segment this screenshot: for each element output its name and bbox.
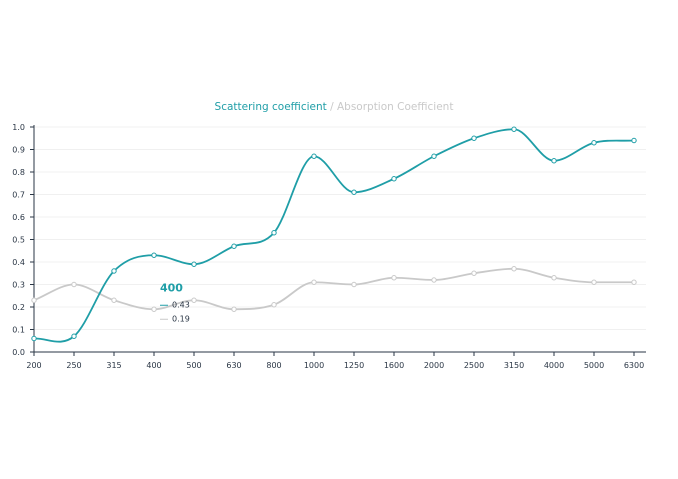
x-tick-label: 1600 <box>384 361 404 370</box>
y-tick-label: 0.9 <box>12 146 25 155</box>
x-tick-label: 630 <box>226 361 241 370</box>
legend-item-scattering[interactable]: Scattering coefficient <box>214 101 327 113</box>
data-point-scattering <box>591 140 597 146</box>
data-point-absorption <box>631 279 637 285</box>
data-point-scattering <box>631 137 637 144</box>
data-point-absorption <box>191 297 197 303</box>
data-points <box>31 126 637 342</box>
data-point-absorption <box>71 281 77 288</box>
data-point-scattering <box>111 268 117 274</box>
data-point-scattering <box>151 252 157 258</box>
grid-lines <box>34 126 646 330</box>
tooltip-value-scattering: 0.43 <box>172 300 190 309</box>
data-point-scattering <box>511 126 517 132</box>
data-point-absorption <box>391 275 397 281</box>
y-tick-label: 0.3 <box>12 281 25 290</box>
y-tick-label: 0.8 <box>12 168 25 177</box>
data-point-scattering <box>551 158 557 164</box>
x-tick-label: 400 <box>146 361 161 370</box>
data-point-scattering <box>31 335 37 342</box>
data-point-absorption <box>111 297 117 303</box>
y-tick-label: 0.1 <box>12 326 25 335</box>
x-tick-label: 1000 <box>304 361 324 370</box>
data-point-scattering <box>431 153 437 159</box>
series-lines <box>33 128 635 343</box>
data-point-absorption <box>151 306 157 312</box>
y-tick-label: 1.0 <box>12 123 25 132</box>
legend-separator: / <box>326 101 337 113</box>
tooltip: 400 0.43 0.19 <box>160 281 190 323</box>
data-point-absorption <box>231 306 237 312</box>
x-tick-label: 2500 <box>464 361 484 370</box>
data-point-absorption <box>311 279 317 285</box>
axes: 0.0 0.1 0.2 0.3 0.4 0.5 0.6 0.7 0.8 0.9 1.0 200 250 3… <box>12 123 646 370</box>
data-point-scattering <box>471 135 477 141</box>
y-tick-label: 0.5 <box>12 236 25 245</box>
data-point-scattering <box>191 261 197 267</box>
x-tick-label: 3150 <box>504 361 524 370</box>
data-point-scattering <box>391 176 397 182</box>
y-tick-label: 0.6 <box>12 213 25 222</box>
x-tick-label: 500 <box>186 361 201 370</box>
legend-item-absorption[interactable]: Absorption Coefficient <box>336 101 454 113</box>
data-point-absorption <box>591 279 597 285</box>
data-point-scattering <box>311 153 317 159</box>
data-point-absorption <box>471 270 477 276</box>
tooltip-value-absorption: 0.19 <box>172 314 190 323</box>
series-line-scattering <box>33 128 635 343</box>
data-point-absorption <box>551 275 557 281</box>
data-point-absorption <box>351 281 357 288</box>
chart-legend: Scattering coefficient / Absorption Coef… <box>0 101 668 113</box>
x-tick-label: 4000 <box>544 361 564 370</box>
x-tick-label: 315 <box>106 361 121 370</box>
x-tick-label: 800 <box>266 361 281 370</box>
data-point-absorption <box>271 302 277 308</box>
x-tick-label: 2000 <box>424 361 444 370</box>
data-point-absorption <box>31 297 37 303</box>
x-tick-label: 5000 <box>584 361 604 370</box>
y-tick-label: 0.4 <box>12 258 25 267</box>
data-point-scattering <box>231 243 237 249</box>
y-tick-label: 0.0 <box>12 348 25 357</box>
x-tick-label: 200 <box>26 361 41 370</box>
x-tick-label: 6300 <box>624 361 644 370</box>
data-point-absorption <box>431 277 437 283</box>
x-tick-label: 250 <box>66 361 81 370</box>
data-point-absorption <box>511 266 517 272</box>
y-tick-label: 0.2 <box>12 303 25 312</box>
tooltip-category: 400 <box>160 281 183 294</box>
x-tick-label: 1250 <box>344 361 364 370</box>
series-line-absorption <box>33 267 634 311</box>
data-point-scattering <box>71 333 77 339</box>
data-point-scattering <box>351 189 357 195</box>
data-point-scattering <box>271 230 277 236</box>
y-tick-label: 0.7 <box>12 191 25 200</box>
